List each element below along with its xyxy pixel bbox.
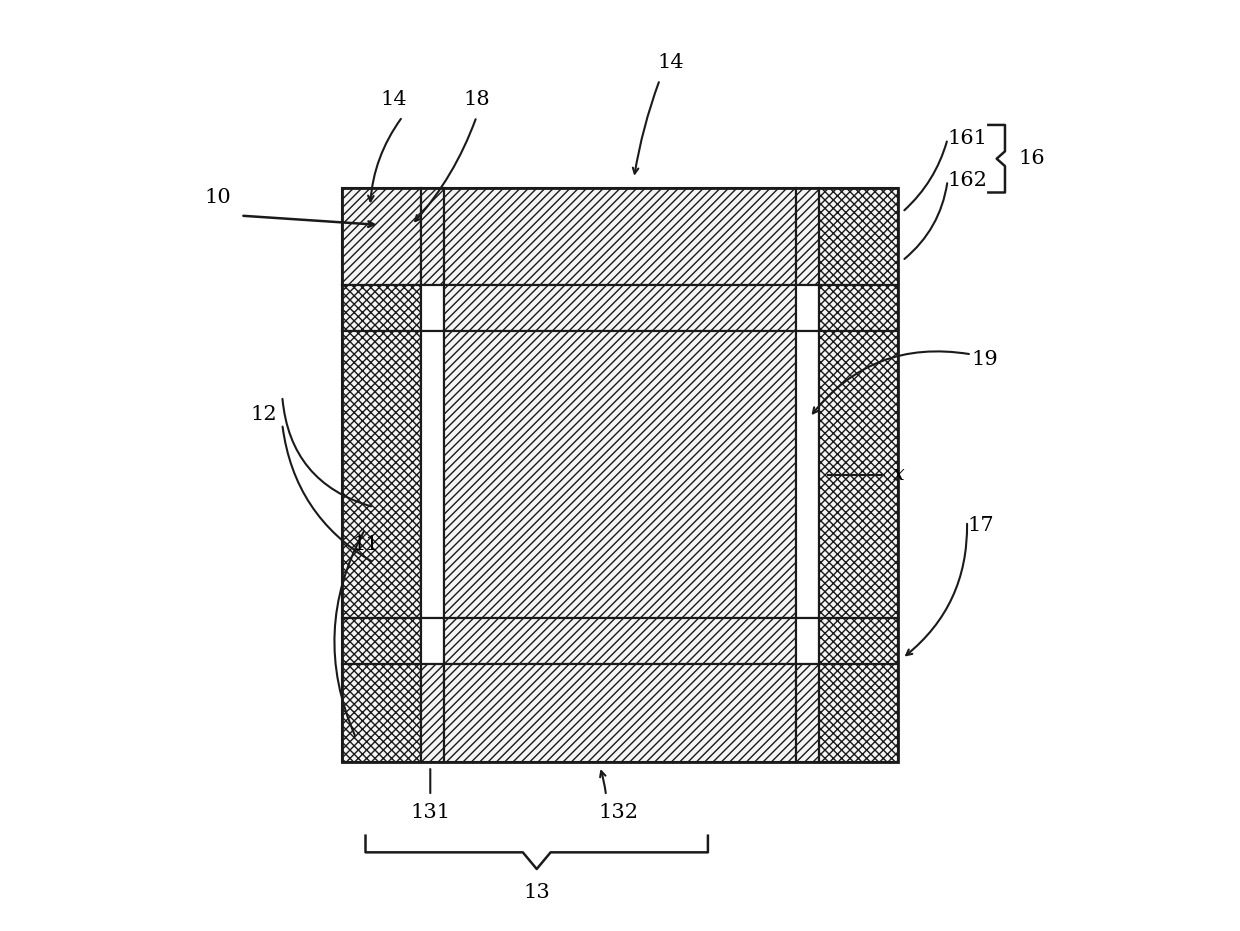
Text: 10: 10	[205, 188, 231, 207]
Bar	[796, 331, 818, 618]
Bar	[342, 618, 422, 665]
Bar	[342, 188, 898, 762]
Text: 12: 12	[250, 405, 277, 425]
Text: 14: 14	[379, 90, 407, 110]
Text: x: x	[893, 466, 905, 484]
Bar	[796, 188, 818, 285]
Bar	[818, 618, 898, 665]
Bar	[422, 285, 444, 331]
Bar	[444, 285, 796, 331]
Text: 17: 17	[967, 516, 993, 535]
Bar	[818, 665, 898, 762]
Bar	[818, 285, 898, 331]
Text: 11: 11	[352, 534, 379, 554]
Bar	[796, 285, 818, 331]
Bar	[342, 331, 422, 618]
Bar	[796, 665, 818, 762]
Bar	[444, 188, 796, 285]
Text: 132: 132	[598, 803, 639, 822]
Text: 14: 14	[657, 53, 684, 73]
Bar	[444, 665, 796, 762]
Bar	[422, 331, 444, 618]
Text: 16: 16	[1019, 149, 1045, 169]
Bar	[422, 665, 444, 762]
Bar	[422, 188, 444, 285]
Bar	[342, 285, 422, 331]
Text: 19: 19	[972, 349, 998, 369]
Bar	[818, 331, 898, 618]
Bar	[422, 618, 444, 665]
Bar	[818, 188, 898, 285]
Bar	[342, 665, 422, 762]
Bar	[444, 618, 796, 665]
Text: 131: 131	[410, 803, 450, 822]
Bar	[796, 618, 818, 665]
Bar	[342, 188, 422, 285]
Text: 161: 161	[947, 129, 987, 148]
Text: 13: 13	[523, 883, 551, 901]
Text: 162: 162	[947, 171, 987, 190]
Bar	[444, 331, 796, 618]
Text: 18: 18	[464, 90, 490, 110]
